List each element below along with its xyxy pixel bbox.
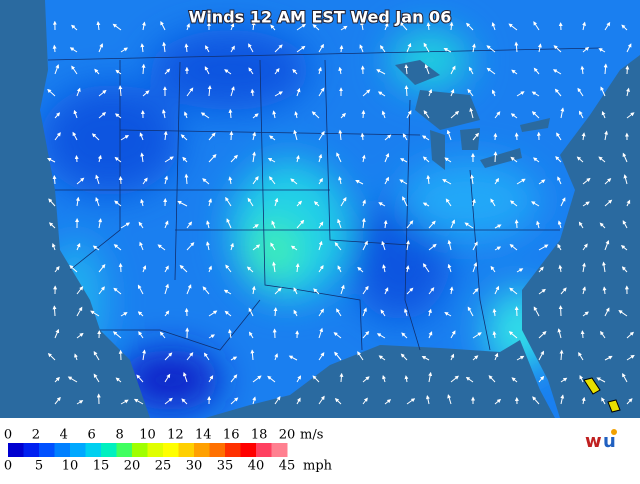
color-swatch: [24, 443, 40, 457]
ms-label: 10: [139, 428, 156, 443]
ms-label: 16: [223, 428, 240, 443]
color-swatch: [210, 443, 226, 457]
mph-label: 10: [62, 459, 79, 474]
wind-arrow: [54, 46, 55, 52]
legend: 0 2 4 6 8 10 12 14 16 18 20 m/s 0 5 10 15 20 25 30 35 40 45 mp…: [4, 428, 333, 474]
color-swatch: [225, 443, 241, 457]
ms-label: 6: [88, 428, 96, 443]
logo: w u: [585, 429, 617, 452]
map-area: [0, 0, 640, 418]
color-swatch: [179, 443, 195, 457]
wind-arrow: [54, 176, 55, 184]
mph-unit: mph: [303, 459, 333, 474]
mph-label: 45: [279, 459, 296, 474]
mph-label: 5: [35, 459, 43, 474]
map-title: Winds 12 AM EST Wed Jan 06: [189, 8, 452, 27]
wind-arrow: [341, 374, 342, 382]
ms-label: 2: [32, 428, 40, 443]
color-swatch: [70, 443, 86, 457]
wind-arrow: [516, 220, 517, 228]
wind-arrow: [54, 306, 55, 316]
mph-label: 35: [217, 459, 234, 474]
color-swatch: [194, 443, 210, 457]
mph-label: 15: [93, 459, 110, 474]
color-swatch: [117, 443, 133, 457]
color-swatch: [101, 443, 117, 457]
ms-label: 8: [115, 428, 123, 443]
color-swatch: [86, 443, 102, 457]
wind-arrow: [495, 152, 496, 162]
ms-label: 18: [251, 428, 268, 443]
mph-label: 20: [124, 459, 141, 474]
svg-text:w: w: [585, 431, 602, 452]
wind-arrow: [495, 134, 496, 140]
wind-arrow: [582, 331, 583, 338]
wind-arrow: [516, 133, 517, 140]
mph-label: 30: [186, 459, 203, 474]
ms-label: 12: [167, 428, 184, 443]
color-swatch: [148, 443, 164, 457]
ms-unit: m/s: [300, 428, 323, 443]
mph-label: 25: [155, 459, 172, 474]
color-swatch: [163, 443, 179, 457]
wind-arrow: [76, 156, 77, 162]
ms-label: 14: [195, 428, 212, 443]
color-swatch: [8, 443, 24, 457]
ms-label: 20: [279, 428, 296, 443]
wind-arrow: [120, 264, 121, 272]
wind-arrow: [120, 177, 121, 184]
mph-label: 40: [248, 459, 265, 474]
ms-label: 4: [60, 428, 68, 443]
color-swatch: [39, 443, 55, 457]
mph-label: 0: [4, 459, 12, 474]
wind-arrow: [363, 111, 364, 118]
color-swatch: [241, 443, 257, 457]
color-swatch: [55, 443, 71, 457]
ms-label: 0: [4, 428, 12, 443]
lake: [460, 128, 480, 150]
color-swatch: [256, 443, 272, 457]
color-swatch: [132, 443, 148, 457]
color-swatch: [272, 443, 288, 457]
